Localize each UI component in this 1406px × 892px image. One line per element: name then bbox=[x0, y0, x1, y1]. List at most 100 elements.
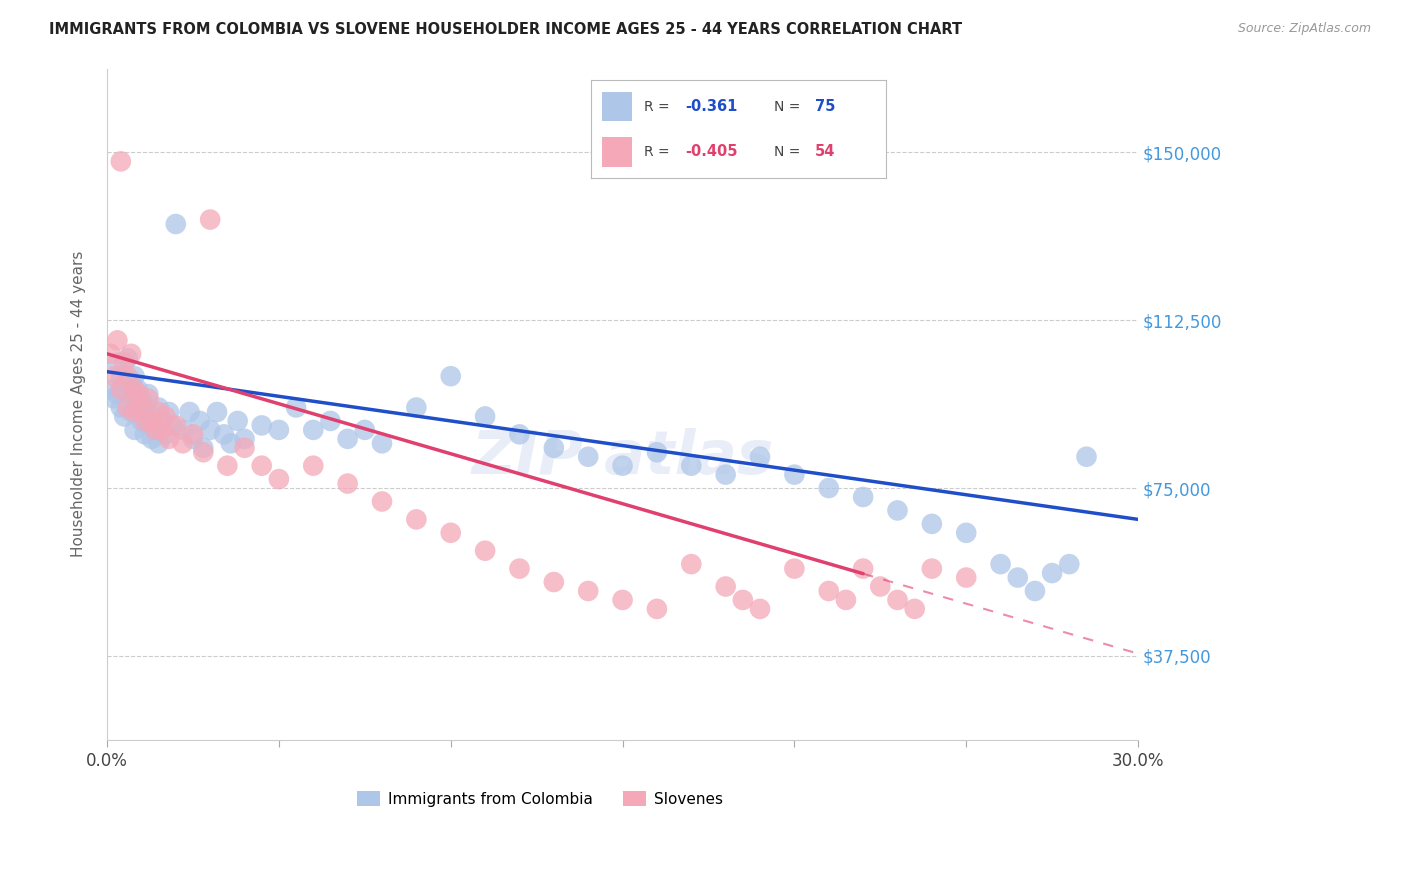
Point bbox=[749, 602, 772, 616]
Point bbox=[141, 409, 163, 424]
Point bbox=[117, 369, 139, 384]
Point bbox=[124, 423, 146, 437]
Point bbox=[285, 401, 308, 415]
Point bbox=[110, 401, 132, 415]
Point bbox=[405, 401, 427, 415]
Point bbox=[302, 458, 325, 473]
Point bbox=[508, 561, 530, 575]
Text: N =: N = bbox=[773, 145, 800, 159]
Point bbox=[869, 580, 891, 594]
Text: Source: ZipAtlas.com: Source: ZipAtlas.com bbox=[1237, 22, 1371, 36]
Legend: Immigrants from Colombia, Slovenes: Immigrants from Colombia, Slovenes bbox=[352, 784, 728, 813]
Point bbox=[1024, 584, 1046, 599]
Point bbox=[267, 472, 290, 486]
Point bbox=[645, 445, 668, 459]
Point bbox=[817, 584, 839, 599]
Point bbox=[543, 575, 565, 590]
Point bbox=[921, 561, 943, 575]
Text: IMMIGRANTS FROM COLOMBIA VS SLOVENE HOUSEHOLDER INCOME AGES 25 - 44 YEARS CORREL: IMMIGRANTS FROM COLOMBIA VS SLOVENE HOUS… bbox=[49, 22, 962, 37]
Point bbox=[110, 369, 132, 384]
Point bbox=[835, 593, 858, 607]
Point bbox=[681, 557, 703, 571]
Point bbox=[955, 570, 977, 584]
Point bbox=[886, 503, 908, 517]
Point bbox=[165, 418, 187, 433]
Point bbox=[124, 392, 146, 406]
Point bbox=[188, 414, 211, 428]
Point bbox=[134, 401, 156, 415]
Point bbox=[193, 445, 215, 459]
Point bbox=[371, 494, 394, 508]
Point bbox=[117, 401, 139, 415]
Point bbox=[131, 392, 153, 406]
Point bbox=[162, 418, 184, 433]
Point bbox=[302, 423, 325, 437]
Point bbox=[103, 369, 125, 384]
Point bbox=[150, 414, 173, 428]
Point bbox=[508, 427, 530, 442]
Point bbox=[226, 414, 249, 428]
Point bbox=[143, 423, 166, 437]
Point bbox=[217, 458, 239, 473]
Point bbox=[336, 476, 359, 491]
Point bbox=[474, 543, 496, 558]
Point bbox=[233, 432, 256, 446]
Point bbox=[105, 387, 128, 401]
Point bbox=[155, 427, 177, 442]
Point bbox=[250, 458, 273, 473]
Point bbox=[165, 217, 187, 231]
Point bbox=[714, 580, 737, 594]
Point bbox=[783, 467, 806, 482]
Point bbox=[955, 525, 977, 540]
Point bbox=[172, 423, 194, 437]
Point bbox=[141, 414, 163, 428]
Point bbox=[131, 414, 153, 428]
Point bbox=[1007, 570, 1029, 584]
Text: R =: R = bbox=[644, 145, 669, 159]
Point bbox=[440, 369, 463, 384]
Point bbox=[181, 432, 204, 446]
Point bbox=[100, 383, 122, 397]
Point bbox=[112, 409, 135, 424]
Point bbox=[181, 427, 204, 442]
Point bbox=[112, 378, 135, 392]
Point bbox=[250, 418, 273, 433]
Point bbox=[645, 602, 668, 616]
Point bbox=[127, 401, 149, 415]
Point bbox=[172, 436, 194, 450]
Point bbox=[124, 383, 146, 397]
Point bbox=[157, 405, 180, 419]
Point bbox=[136, 418, 159, 433]
Point bbox=[143, 423, 166, 437]
Text: 75: 75 bbox=[815, 99, 835, 114]
Point bbox=[267, 423, 290, 437]
Point bbox=[405, 512, 427, 526]
Text: R =: R = bbox=[644, 100, 669, 114]
Point bbox=[371, 436, 394, 450]
Point bbox=[817, 481, 839, 495]
Point bbox=[612, 593, 634, 607]
Point bbox=[319, 414, 342, 428]
Point bbox=[148, 436, 170, 450]
Point bbox=[100, 347, 122, 361]
Point bbox=[136, 387, 159, 401]
Point bbox=[904, 602, 927, 616]
Point bbox=[155, 409, 177, 424]
Point bbox=[576, 584, 599, 599]
Point bbox=[990, 557, 1012, 571]
FancyBboxPatch shape bbox=[602, 92, 631, 121]
Point bbox=[205, 405, 228, 419]
Text: -0.405: -0.405 bbox=[685, 145, 738, 160]
Text: N =: N = bbox=[773, 100, 800, 114]
Point bbox=[117, 387, 139, 401]
Point bbox=[233, 441, 256, 455]
Point bbox=[105, 334, 128, 348]
Point bbox=[157, 432, 180, 446]
Point bbox=[136, 392, 159, 406]
Point bbox=[612, 458, 634, 473]
Point bbox=[852, 490, 875, 504]
Point bbox=[110, 154, 132, 169]
Point bbox=[198, 212, 221, 227]
Point bbox=[112, 356, 135, 370]
Text: -0.361: -0.361 bbox=[685, 99, 737, 114]
